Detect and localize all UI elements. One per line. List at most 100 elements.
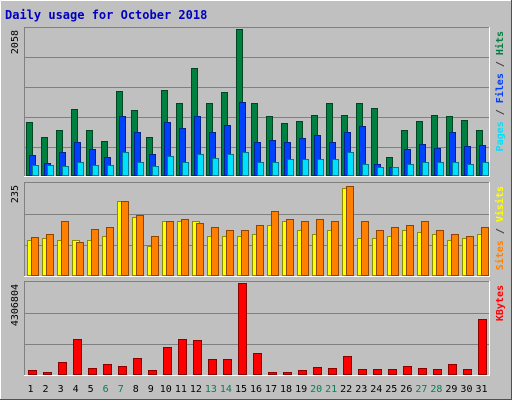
bar-pages-day-8: [137, 162, 144, 176]
bar-sites-day-7: [121, 201, 129, 276]
bar-kbytes-day-26: [403, 366, 412, 375]
bar-sites-day-27: [421, 221, 429, 276]
x-tick-label-day-17: 17: [265, 384, 277, 395]
bar-sites-day-23: [361, 221, 369, 276]
bar-pages-day-1: [32, 165, 39, 176]
x-tick-label-day-16: 16: [250, 384, 262, 395]
bar-pages-day-21: [332, 159, 339, 176]
bar-pages-day-26: [407, 164, 414, 176]
bar-pages-day-22: [347, 152, 354, 176]
bar-kbytes-day-31: [478, 319, 487, 375]
bar-kbytes-day-20: [313, 367, 322, 375]
bar-sites-day-21: [331, 221, 339, 276]
bar-pages-day-5: [92, 165, 99, 176]
x-tick-label-day-26: 26: [400, 384, 412, 395]
bar-pages-day-10: [167, 156, 174, 176]
bar-kbytes-day-17: [268, 372, 277, 375]
legend-entry-files: Files: [494, 73, 506, 103]
x-tick-label-day-21: 21: [325, 384, 337, 395]
bar-kbytes-day-11: [178, 339, 187, 375]
x-tick-label-day-28: 28: [430, 384, 442, 395]
bar-kbytes-day-22: [343, 356, 352, 375]
bar-kbytes-day-10: [163, 347, 172, 375]
bar-pages-day-18: [287, 159, 294, 176]
bar-kbytes-day-18: [283, 372, 292, 375]
bar-sites-day-3: [61, 221, 69, 276]
bar-kbytes-day-8: [133, 358, 142, 375]
bar-pages-day-19: [302, 159, 309, 176]
x-tick-label-day-23: 23: [355, 384, 367, 395]
bar-kbytes-day-5: [88, 368, 97, 375]
bar-pages-day-13: [212, 158, 219, 176]
bar-pages-day-2: [47, 165, 54, 176]
bar-sites-day-16: [256, 225, 264, 276]
bar-kbytes-day-1: [28, 370, 37, 375]
bar-kbytes-day-28: [433, 369, 442, 375]
bar-sites-day-17: [271, 211, 279, 276]
bar-kbytes-day-24: [373, 369, 382, 375]
bar-kbytes-day-9: [148, 370, 157, 375]
x-tick-label-day-14: 14: [220, 384, 232, 395]
bar-sites-day-14: [226, 230, 234, 276]
bar-sites-day-29: [451, 234, 459, 276]
x-tick-label-day-30: 30: [460, 384, 472, 395]
x-tick-label-day-1: 1: [28, 384, 34, 395]
legend-entry-visits: Visits: [494, 186, 506, 222]
bar-pages-day-3: [62, 166, 69, 176]
bar-pages-day-23: [362, 164, 369, 176]
panel-kbytes-legend: KBytes: [495, 285, 506, 321]
x-tick-label-day-24: 24: [370, 384, 382, 395]
bar-sites-day-30: [466, 236, 474, 276]
bar-sites-day-28: [436, 230, 444, 276]
bar-sites-day-5: [91, 229, 99, 276]
bar-sites-day-19: [301, 221, 309, 276]
bar-kbytes-day-19: [298, 370, 307, 375]
x-tick-label-day-10: 10: [160, 384, 172, 395]
bar-pages-day-11: [182, 162, 189, 176]
bar-pages-day-31: [482, 162, 489, 176]
bar-pages-day-30: [467, 164, 474, 176]
legend-separator: /: [495, 55, 506, 73]
legend-separator: /: [495, 103, 506, 121]
x-tick-label-day-12: 12: [190, 384, 202, 395]
x-tick-label-day-2: 2: [43, 384, 49, 395]
bar-sites-day-10: [166, 221, 174, 276]
bar-pages-day-14: [227, 154, 234, 176]
bar-sites-day-25: [391, 227, 399, 276]
bar-sites-day-22: [346, 186, 354, 276]
x-tick-label-day-18: 18: [280, 384, 292, 395]
x-tick-label-day-19: 19: [295, 384, 307, 395]
bar-sites-day-26: [406, 225, 414, 276]
bar-pages-day-20: [317, 159, 324, 176]
x-tick-label-day-11: 11: [175, 384, 187, 395]
chart-title: Daily usage for October 2018: [5, 8, 207, 22]
bar-kbytes-day-27: [418, 368, 427, 375]
x-tick-label-day-8: 8: [133, 384, 139, 395]
bar-sites-day-20: [316, 219, 324, 276]
bar-sites-day-12: [196, 223, 204, 276]
x-tick-label-day-29: 29: [445, 384, 457, 395]
bar-kbytes-day-30: [463, 369, 472, 375]
bar-kbytes-day-12: [193, 340, 202, 375]
bar-sites-day-8: [136, 215, 144, 276]
legend-entry-sites: Sites: [494, 240, 506, 270]
bar-kbytes-day-23: [358, 369, 367, 375]
bar-kbytes-day-7: [118, 366, 127, 375]
bar-pages-day-29: [452, 162, 459, 176]
bar-sites-day-24: [376, 230, 384, 276]
bar-kbytes-day-4: [73, 339, 82, 375]
bar-pages-day-16: [257, 162, 264, 176]
bar-sites-day-15: [241, 230, 249, 276]
panel-hits-files-pages-ymax-label: 2058: [10, 30, 21, 54]
bar-kbytes-day-21: [328, 368, 337, 375]
bar-kbytes-day-2: [43, 372, 52, 375]
x-tick-label-day-4: 4: [73, 384, 79, 395]
bar-kbytes-day-16: [253, 353, 262, 375]
bar-pages-day-28: [437, 162, 444, 176]
bar-sites-day-1: [31, 237, 39, 276]
bar-kbytes-day-29: [448, 364, 457, 375]
bar-kbytes-day-25: [388, 369, 397, 375]
x-tick-label-day-9: 9: [148, 384, 154, 395]
